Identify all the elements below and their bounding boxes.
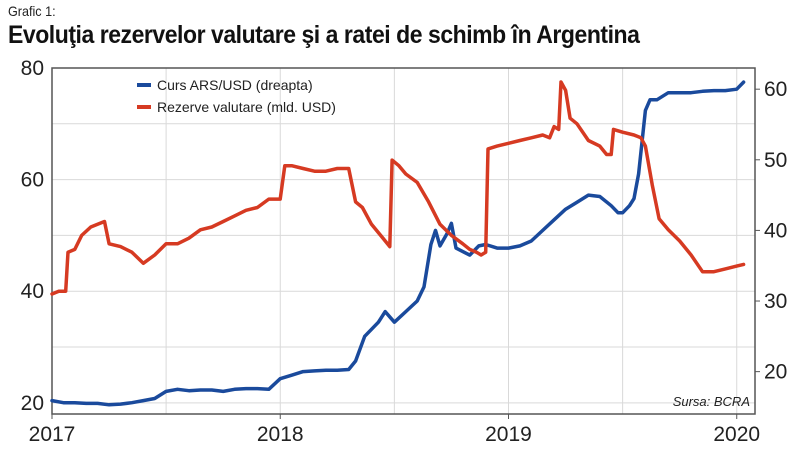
- x-tick-label: 2017: [29, 423, 76, 446]
- y-right-tick-label: 60: [764, 78, 787, 101]
- y-right-tick-label: 40: [764, 219, 787, 242]
- legend: Curs ARS/USD (dreapta) Rezerve valutare …: [137, 77, 336, 115]
- series-lines: [50, 80, 746, 407]
- y-right-tick-label: 50: [764, 149, 787, 172]
- figure-label: Grafic 1:: [8, 3, 56, 19]
- legend-label-rezerve: Rezerve valutare (mld. USD): [157, 99, 336, 115]
- y-right-tick-label: 20: [764, 361, 787, 384]
- y-left-tick-label: 80: [21, 57, 44, 80]
- legend-label-curs: Curs ARS/USD (dreapta): [157, 77, 313, 93]
- series-line-curs: [50, 80, 746, 407]
- series-line-rezerve: [50, 80, 746, 296]
- plot-frame: [51, 67, 756, 415]
- y-left-tick-label: 60: [21, 169, 44, 192]
- y-left-tick-label: 20: [21, 392, 44, 415]
- chart-title: Evoluţia rezervelor valutare şi a ratei …: [8, 21, 640, 49]
- grid-lines: [51, 67, 755, 414]
- axis-ticks: 20 40 60 80 20 30 40 50 60 2017 2018 2019 2020: [21, 57, 788, 446]
- y-left-tick-label: 40: [21, 280, 44, 303]
- source-note: Sursa: BCRA: [673, 394, 750, 409]
- x-tick-label: 2019: [485, 423, 532, 446]
- y-right-tick-label: 30: [764, 290, 787, 313]
- x-tick-label: 2020: [713, 423, 760, 446]
- x-tick-label: 2018: [257, 423, 304, 446]
